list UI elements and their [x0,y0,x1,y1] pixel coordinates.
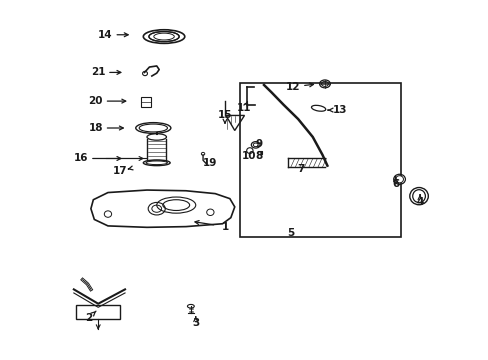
Ellipse shape [139,124,167,132]
Text: 2: 2 [84,313,92,323]
Ellipse shape [146,161,167,165]
Text: 9: 9 [255,139,262,149]
Text: 6: 6 [391,179,399,189]
Text: 13: 13 [332,105,346,115]
Text: 10: 10 [242,150,256,161]
Text: 17: 17 [113,166,127,176]
Text: 16: 16 [74,153,88,163]
Text: 18: 18 [88,123,103,133]
Bar [239,83,400,237]
Ellipse shape [412,190,425,203]
Text: 14: 14 [98,30,113,40]
Text: 5: 5 [286,228,294,238]
Bar [141,97,151,107]
Text: 21: 21 [91,67,105,77]
Ellipse shape [395,176,403,183]
Bar [76,305,120,319]
Text: 7: 7 [296,164,304,174]
Text: 19: 19 [203,158,217,168]
Text: 1: 1 [221,222,228,231]
Ellipse shape [147,31,180,42]
Text: 20: 20 [88,96,103,106]
Text: 12: 12 [285,82,300,92]
Text: 11: 11 [237,103,251,113]
Text: 15: 15 [217,111,232,121]
Text: 4: 4 [415,197,423,207]
Text: 8: 8 [255,150,262,161]
Text: 3: 3 [192,319,199,328]
